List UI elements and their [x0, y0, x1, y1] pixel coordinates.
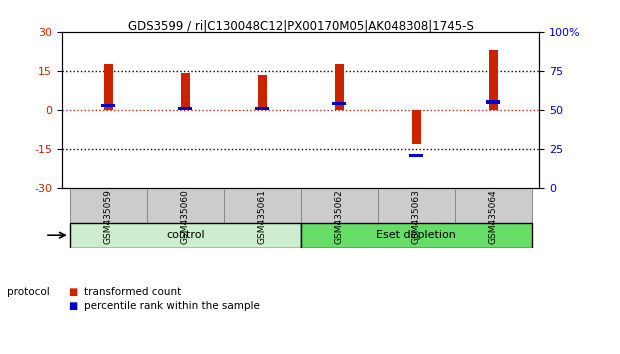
Bar [257, 75, 267, 110]
Bar [486, 101, 500, 104]
Text: GSM435063: GSM435063 [412, 189, 421, 244]
Text: GDS3599 / ri|C130048C12|PX00170M05|AK048308|1745-S: GDS3599 / ri|C130048C12|PX00170M05|AK048… [128, 19, 474, 33]
Text: Eset depletion: Eset depletion [376, 230, 456, 240]
Bar [412, 110, 421, 144]
Bar [335, 64, 344, 110]
Text: ■: ■ [68, 287, 78, 297]
FancyBboxPatch shape [378, 188, 454, 223]
Bar [179, 107, 192, 110]
FancyBboxPatch shape [69, 188, 147, 223]
Text: GSM435059: GSM435059 [104, 189, 113, 244]
FancyBboxPatch shape [301, 188, 378, 223]
Text: GSM435060: GSM435060 [180, 189, 190, 244]
Text: GSM435062: GSM435062 [335, 189, 343, 244]
FancyBboxPatch shape [301, 223, 532, 248]
Text: percentile rank within the sample: percentile rank within the sample [84, 301, 260, 311]
FancyBboxPatch shape [147, 188, 224, 223]
FancyBboxPatch shape [454, 188, 532, 223]
Text: transformed count: transformed count [84, 287, 181, 297]
Text: GSM435064: GSM435064 [489, 189, 498, 244]
Bar [255, 107, 269, 110]
Text: GSM435061: GSM435061 [258, 189, 267, 244]
Bar [409, 154, 423, 156]
FancyBboxPatch shape [69, 223, 301, 248]
Bar [104, 64, 113, 110]
Bar [101, 104, 115, 107]
Text: control: control [166, 230, 205, 240]
Text: protocol: protocol [7, 287, 50, 297]
Bar [489, 50, 498, 110]
Bar [332, 102, 346, 105]
Bar [180, 73, 190, 110]
FancyBboxPatch shape [224, 188, 301, 223]
Text: ■: ■ [68, 301, 78, 311]
